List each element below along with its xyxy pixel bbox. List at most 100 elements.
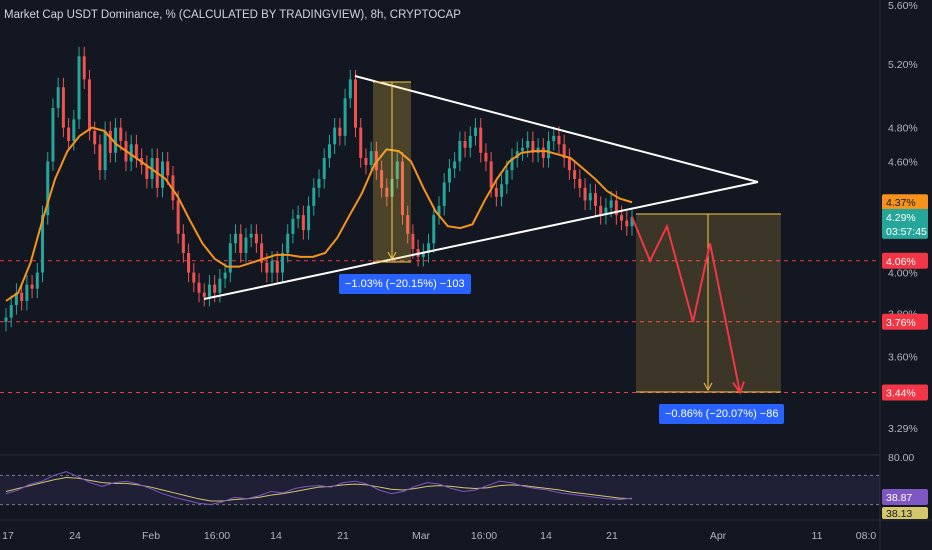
candle-body [82,56,86,80]
y-tick-label: 3.60% [888,351,918,363]
rsi-ma-line [5,477,633,502]
candle-body [228,243,232,273]
candle-body [609,200,613,208]
candle-body [72,119,76,141]
candle-body [187,252,191,273]
candle-body [87,79,91,131]
candle-body [119,127,123,141]
x-tick-label: 21 [606,530,618,542]
candle-body [359,127,363,158]
candle-body [458,140,462,162]
price-tag-box [882,313,928,330]
y-tick-label: 4.60% [888,156,918,168]
rsi-ma-tag-label: 38.13 [886,508,912,520]
candle-body [4,317,8,322]
price-tag-label: 4.37% [886,197,916,209]
candle-body [505,170,509,185]
y-tick-label: 5.20% [888,59,918,71]
candle-body [166,161,170,176]
price-tag-label: 4.06% [886,256,916,268]
measure-arrowhead-right [703,382,713,392]
candle-body [437,205,441,216]
x-tick-label: 24 [69,530,81,542]
candle-body [562,144,566,158]
candle-body [620,215,624,221]
candle-body [453,161,457,169]
x-tick-label: 08:0 [856,530,877,542]
rsi-tick-label: 80.00 [888,452,914,464]
candle-body [573,170,577,179]
y-tick-label: 3.29% [888,423,918,435]
x-tick-label: 16:00 [204,530,230,542]
candle-body [338,127,342,136]
candle-body [380,170,384,188]
candle-body [202,292,206,297]
candle-body [218,278,222,293]
candle-body [234,233,238,244]
candle-body [61,87,65,128]
candle-body [14,292,18,306]
candle-body [114,127,118,153]
projection-path [631,216,741,393]
candle-body [520,147,524,152]
price-tag-label: 4.29% [886,212,916,224]
candle-body [265,262,269,273]
y-tick-label: 5.60% [888,0,918,12]
candle-body [547,140,551,158]
x-tick-label: Mar [412,530,431,542]
candle-body [161,161,164,188]
candle-body [494,187,498,197]
moving-average-line [5,126,633,302]
candle-body [291,218,295,234]
y-tick-label: 4.00% [888,268,918,280]
projection-arrowhead [732,381,745,395]
candle-body [145,164,149,179]
candle-body [56,87,60,108]
candle-body [354,79,358,128]
candle-body [254,233,258,244]
candle-body [406,215,410,234]
candle-body [280,252,284,273]
chart-title: Market Cap USDT Dominance, % (CALCULATED… [4,9,461,21]
measure-arrowhead-left [387,251,397,261]
candle-body [614,200,618,216]
candle-body [599,205,603,216]
candle-body [630,216,634,227]
candle-body [239,233,243,253]
candle-body [432,215,436,244]
rsi-line [5,471,633,506]
candle-body [526,140,530,148]
candle-body [108,130,112,153]
candle-body [411,233,415,250]
x-tick-label: 14 [270,530,282,542]
price-tag-box [882,208,928,239]
x-tick-label: Apr [710,530,727,542]
candle-body [625,220,629,227]
candle-body [286,233,290,253]
x-tick-label: 21 [337,530,349,542]
candle-body [588,193,592,201]
price-tag-box [882,194,928,211]
price-tag-countdown: 03:57:45 [886,226,927,238]
candle-body [364,157,368,165]
candle-body [25,284,29,301]
candle-body [327,144,331,158]
candle-body [249,233,253,238]
rsi-tag-box [882,489,928,505]
triangle-lower-trendline [203,181,759,300]
candle-body [474,127,477,136]
x-tick-label: 11 [812,530,823,542]
candle-body [343,98,347,136]
candle-body [333,127,337,145]
candle-body [35,272,39,289]
candle-body [176,200,180,234]
candle-body [98,144,102,171]
candle-body [400,161,404,216]
candle-body [593,193,597,206]
candle-body [46,161,50,216]
measure-label-left: −1.03% (−20.15%) −103 [339,274,471,294]
candle-body [348,79,352,99]
candle-body [103,130,107,171]
rsi-band [0,475,880,505]
candle-body [468,135,472,148]
